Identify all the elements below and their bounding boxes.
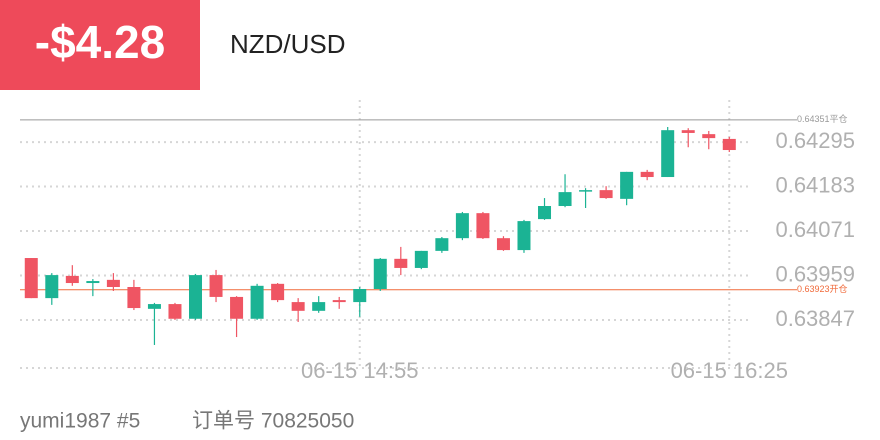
reference-text: 开仓 [830,283,848,294]
candle-body [189,275,203,319]
candle-body [373,258,387,289]
candle-body [312,302,326,311]
candle-body [271,283,285,301]
candle-body [722,138,736,151]
x-tick-label: 06-15 16:25 [671,358,788,383]
y-tick-label: 0.63959 [775,261,855,286]
candle-body [538,206,552,220]
candle-body [681,130,695,133]
candle-body [45,275,59,299]
candle-body [168,304,182,319]
candle-body [414,250,428,268]
candle-body [558,192,572,207]
symbol: NZD/USD [230,29,346,59]
candle-body [250,285,264,319]
candle-body [209,275,223,297]
candle-body [579,190,593,192]
y-tick-label: 0.64071 [775,217,855,242]
reference-value: 0.63923 [797,284,830,294]
pnl: -$4.28 [35,16,165,68]
candle-body [147,304,161,309]
candle-body [517,221,531,251]
y-tick-label: 0.64183 [775,172,855,197]
candle-body [599,190,613,199]
candle-body [332,300,346,303]
candle-body [127,287,141,309]
candle-body [65,275,79,284]
candle-body [702,134,716,139]
reference-label: 0.64351平仓 [797,113,848,124]
candle-body [291,302,305,311]
pnl-badge [0,0,200,90]
x-tick-label: 06-15 14:55 [301,358,418,383]
candle-body [394,258,408,268]
candle-body [661,130,675,178]
candle-body [24,258,38,299]
candle-body [106,279,120,288]
candle-body [230,296,244,319]
y-tick-label: 0.64295 [775,128,855,153]
candle-body [640,171,654,178]
candle-body [620,171,634,199]
account: yumi1987 #5 [20,410,140,433]
order-number: 订单号 70825050 [192,410,354,433]
candle-body [353,288,367,303]
candle-body [86,281,100,284]
y-tick-label: 0.63847 [775,306,855,331]
reference-text: 平仓 [830,113,848,124]
reference-value: 0.64351 [797,114,830,124]
reference-label: 0.63923开仓 [797,283,848,294]
candle-body [476,213,490,239]
candle-body [455,213,469,239]
candle-body [496,238,510,251]
candle-body [435,238,449,251]
